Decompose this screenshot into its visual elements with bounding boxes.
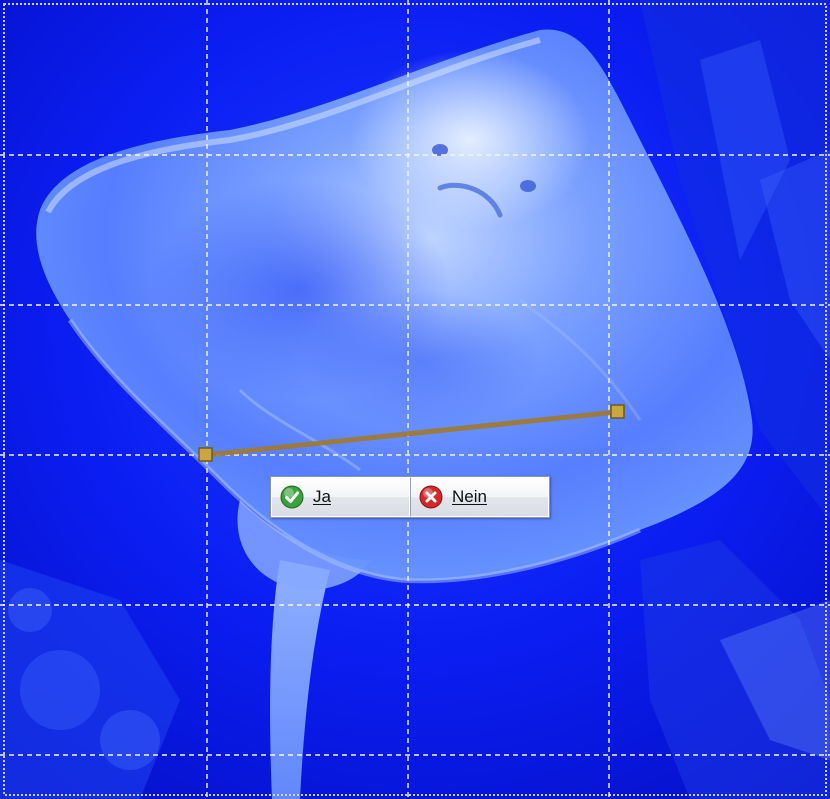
cancel-icon (419, 485, 443, 509)
yes-button[interactable]: Ja (271, 477, 410, 517)
measure-end-handle[interactable] (610, 404, 625, 419)
measure-line[interactable] (203, 409, 620, 458)
no-button-label: Nein (452, 487, 487, 506)
no-button[interactable]: Nein (410, 477, 549, 517)
yes-button-label: Ja (313, 487, 331, 506)
confirm-dialog: Ja Nein (270, 476, 550, 518)
measure-start-handle[interactable] (198, 447, 213, 462)
checkmark-icon (280, 485, 304, 509)
